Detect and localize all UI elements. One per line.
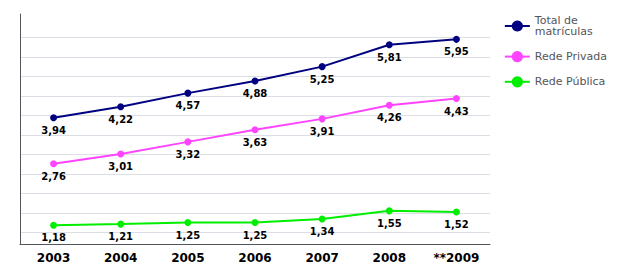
svg-text:1,25: 1,25 [176, 230, 201, 241]
svg-text:3,32: 3,32 [176, 149, 201, 160]
svg-text:2,76: 2,76 [41, 171, 66, 182]
svg-text:1,52: 1,52 [444, 219, 469, 230]
svg-text:3,91: 3,91 [310, 126, 335, 137]
svg-text:2005: 2005 [171, 251, 204, 265]
svg-text:matrículas: matrículas [535, 25, 593, 38]
svg-text:1,34: 1,34 [310, 226, 335, 237]
svg-text:3,01: 3,01 [108, 161, 133, 172]
svg-text:5,81: 5,81 [377, 52, 402, 63]
svg-text:3,94: 3,94 [41, 125, 66, 136]
svg-text:2008: 2008 [373, 251, 406, 265]
svg-text:Rede Pública: Rede Pública [535, 75, 605, 88]
svg-text:5,25: 5,25 [310, 74, 335, 85]
svg-text:1,21: 1,21 [108, 231, 133, 242]
svg-text:4,43: 4,43 [444, 106, 469, 117]
svg-text:Rede Privada: Rede Privada [535, 50, 607, 63]
svg-text:4,26: 4,26 [377, 112, 402, 123]
svg-text:3,63: 3,63 [243, 137, 268, 148]
svg-text:1,55: 1,55 [377, 218, 402, 229]
svg-text:2007: 2007 [305, 251, 338, 265]
svg-text:4,57: 4,57 [176, 100, 201, 111]
svg-text:1,18: 1,18 [41, 232, 66, 243]
svg-text:2004: 2004 [104, 251, 137, 265]
svg-text:1,25: 1,25 [243, 230, 268, 241]
svg-text:2003: 2003 [37, 251, 70, 265]
svg-text:**2009: **2009 [433, 251, 479, 265]
svg-text:Total de: Total de [534, 14, 578, 27]
svg-text:2006: 2006 [238, 251, 271, 265]
svg-text:4,22: 4,22 [108, 114, 133, 125]
svg-text:5,95: 5,95 [444, 46, 469, 57]
svg-text:4,88: 4,88 [243, 88, 268, 99]
